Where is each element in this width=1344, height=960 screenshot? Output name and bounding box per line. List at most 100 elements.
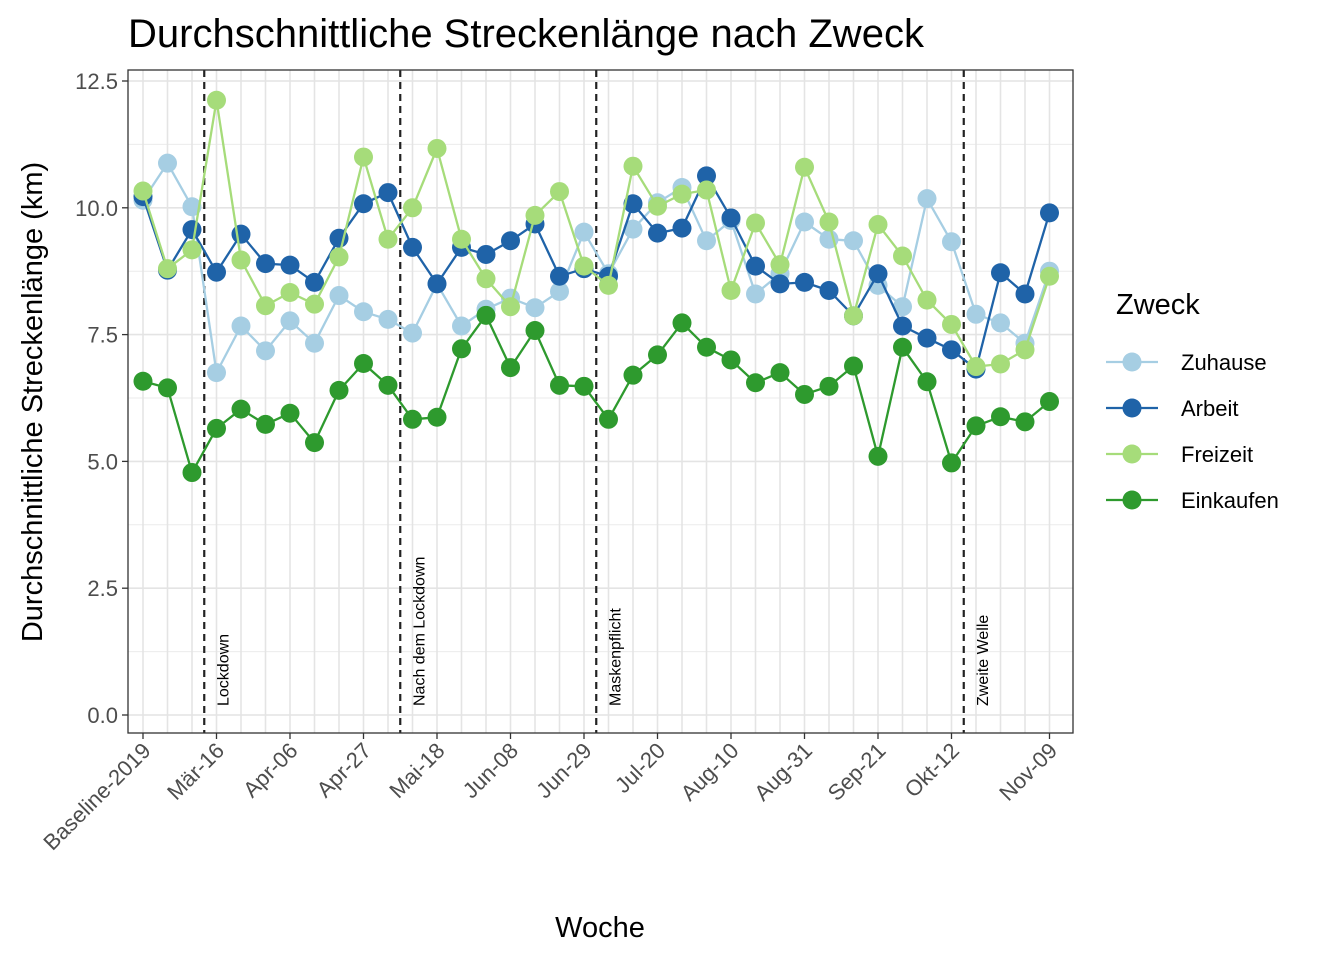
data-point: [623, 365, 643, 385]
data-point: [525, 205, 545, 225]
y-axis: 0.0 2.5 5.0 7.5 10.0 12.5: [75, 69, 128, 728]
data-point: [697, 180, 716, 200]
data-point: [697, 166, 716, 186]
data-point: [158, 153, 177, 173]
data-point: [819, 280, 839, 300]
data-point: [1015, 412, 1035, 432]
data-point: [280, 283, 300, 303]
data-point: [476, 269, 496, 289]
data-point: [354, 302, 373, 322]
data-point: [574, 222, 594, 242]
y-tick-label: 7.5: [87, 323, 118, 348]
data-point: [256, 254, 275, 274]
data-point: [256, 341, 275, 361]
data-point: [697, 231, 716, 251]
data-point: [256, 296, 275, 316]
data-point: [942, 340, 961, 360]
plot-border: [127, 69, 1074, 734]
data-point: [1015, 284, 1035, 304]
data-point: [574, 256, 594, 276]
data-point: [844, 356, 863, 376]
data-point: [329, 286, 349, 306]
x-tick-label: Jul-20: [610, 738, 670, 798]
data-point: [329, 380, 349, 400]
data-point: [893, 297, 912, 317]
data-point: [158, 259, 177, 279]
y-axis-title: Durchschnittliche Streckenlänge (km): [17, 162, 49, 642]
data-point: [182, 240, 202, 260]
series-einkaufen: [133, 305, 1059, 483]
data-point: [868, 446, 888, 466]
data-point: [403, 409, 422, 429]
data-point: [697, 337, 716, 357]
data-point: [819, 212, 839, 232]
x-tick-label: Aug-31: [749, 738, 817, 806]
data-point: [868, 264, 888, 284]
data-point: [1040, 203, 1059, 223]
grid: [128, 70, 1073, 733]
plot-area: [128, 70, 1073, 733]
data-point: [623, 156, 643, 176]
data-point: [133, 181, 153, 201]
data-point: [746, 373, 765, 393]
event-label: Maskenpflicht: [607, 608, 624, 706]
data-point: [623, 219, 643, 239]
data-point: [378, 229, 398, 249]
data-point: [354, 194, 373, 214]
x-tick-label: Baseline-2019: [38, 738, 155, 855]
data-point: [770, 255, 790, 275]
data-point: [182, 463, 202, 483]
data-point: [207, 90, 226, 110]
x-tick-label: Sep-21: [823, 738, 891, 806]
data-point: [550, 182, 569, 202]
legend-label: Freizeit: [1181, 442, 1253, 467]
data-point: [403, 198, 422, 218]
data-point: [354, 354, 373, 374]
legend-item-freizeit: Freizeit: [1106, 442, 1253, 467]
legend: Zweck Zuhause Arbeit Freizeit Einkaufen: [1106, 289, 1279, 513]
data-point: [427, 138, 447, 158]
event-label: Nach dem Lockdown: [411, 557, 428, 706]
data-point: [476, 305, 496, 325]
legend-label: Einkaufen: [1181, 488, 1279, 513]
data-series: [133, 90, 1059, 483]
data-point: [721, 350, 741, 370]
x-tick-label: Apr-27: [312, 738, 376, 802]
x-tick-label: Mär-16: [162, 738, 229, 805]
data-point: [599, 409, 618, 429]
data-point: [746, 213, 765, 233]
data-point: [501, 358, 520, 378]
x-tick-label: Nov-09: [994, 738, 1062, 806]
data-point: [329, 247, 349, 267]
legend-item-einkaufen: Einkaufen: [1106, 488, 1279, 513]
data-point: [599, 275, 618, 295]
data-point: [207, 363, 226, 383]
data-point: [354, 147, 373, 167]
data-point: [476, 244, 496, 264]
x-tick-label: Aug-10: [676, 738, 744, 806]
data-point: [158, 378, 177, 398]
data-point: [207, 262, 226, 282]
data-point: [917, 328, 937, 348]
data-point: [795, 384, 814, 404]
x-axis-title: Woche: [555, 912, 645, 944]
data-point: [770, 363, 790, 383]
data-point: [648, 196, 667, 216]
data-point: [623, 194, 643, 214]
data-point: [501, 297, 520, 317]
legend-label: Zuhause: [1181, 350, 1267, 375]
data-point: [844, 306, 863, 326]
data-point: [721, 208, 741, 228]
data-point: [403, 237, 422, 257]
data-point: [721, 280, 741, 300]
data-point: [819, 376, 839, 396]
x-tick-label: Mai-18: [384, 738, 449, 803]
legend-key-point: [1122, 444, 1142, 464]
data-point: [991, 354, 1010, 374]
data-point: [550, 375, 569, 395]
data-point: [795, 212, 814, 232]
data-point: [231, 399, 251, 419]
data-point: [452, 316, 471, 336]
event-label: Lockdown: [215, 634, 232, 706]
x-tick-label: Jun-29: [531, 738, 596, 803]
